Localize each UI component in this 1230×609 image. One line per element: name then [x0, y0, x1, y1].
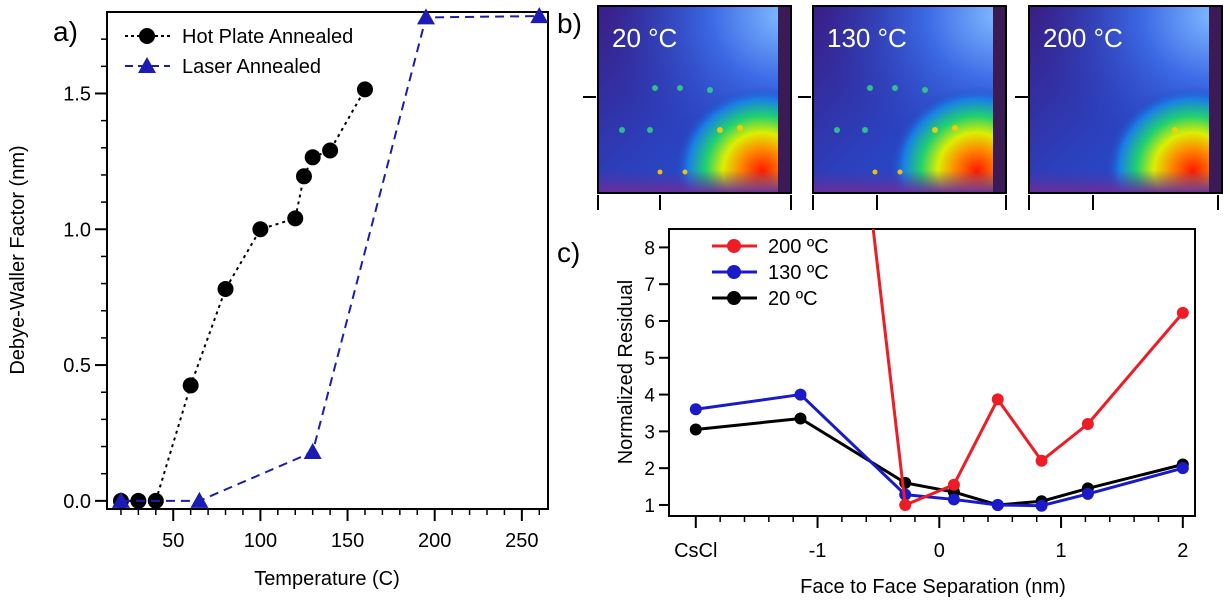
legend-entry-200c: 200 ºC	[712, 236, 829, 258]
heatmap-image-200c: 200 °C	[1028, 5, 1223, 194]
data-point-laser	[416, 8, 435, 25]
data-point-200c	[947, 478, 960, 491]
data-point-laser	[111, 491, 130, 508]
data-point-200c	[1081, 418, 1094, 431]
x-tick-label: -1	[809, 540, 827, 562]
panel-c-chart: CsCl -1 0 1 2 1 2 3 4 5 6 7 8 Face to Face Separati…	[615, 228, 1196, 598]
data-point-laser	[530, 7, 549, 24]
legend-entry-130c: 130 ºC	[712, 262, 829, 284]
panel-a-chart: 50 100 150 200 250 0.0 0.5 1.0 1.5 Temperature …	[7, 7, 549, 590]
series-line-130c	[695, 393, 1184, 508]
heatmap-title-20c: 20 °C	[612, 23, 677, 53]
data-point-laser	[303, 442, 322, 459]
y-tick-label: 5	[644, 349, 655, 370]
y-tick-label: 7	[644, 275, 655, 296]
data-point-200c	[899, 498, 912, 511]
panel-c-y-axis-label: Normalized Residual	[615, 280, 637, 465]
y-tick-label: 4	[644, 386, 655, 407]
data-point-130c	[689, 403, 702, 416]
x-tick-label: 1	[1056, 540, 1067, 562]
data-point-20c	[689, 423, 702, 436]
data-point-hot-plate	[217, 281, 234, 298]
data-point-200c	[1035, 454, 1048, 467]
y-tick-label: 1.0	[63, 219, 91, 241]
series-line-200c	[871, 228, 1184, 507]
panel-a-series	[111, 7, 549, 509]
y-tick-label: 2	[644, 459, 655, 480]
data-point-130c	[1176, 462, 1189, 475]
data-point-130c	[947, 493, 960, 506]
y-tick-label: 3	[644, 422, 655, 443]
panel-b-images: 20 °C 130 °C	[583, 5, 1223, 210]
legend-entry-laser: Laser Annealed	[125, 56, 321, 78]
panel-c-x-axis: CsCl -1 0 1 2	[674, 516, 1188, 562]
panel-a-x-axis: 50 100 150 200 250	[120, 509, 541, 552]
panel-c-series	[689, 228, 1189, 512]
heatmap-image-130c: 130 °C	[812, 5, 1007, 194]
y-tick-label: 1	[644, 496, 655, 517]
x-tick-label: CsCl	[674, 540, 717, 562]
legend-label-200c: 200 ºC	[768, 236, 829, 258]
heatmap-title-130c: 130 °C	[827, 23, 907, 53]
panel-a-y-axis-label: Debye-Waller Factor (nm)	[7, 145, 29, 374]
x-tick-label: 0	[934, 540, 945, 562]
data-point-200c	[1176, 306, 1189, 319]
legend-label-hot-plate: Hot Plate Annealed	[182, 26, 353, 48]
panel-c-x-axis-label: Face to Face Separation (nm)	[800, 576, 1066, 598]
data-point-hot-plate	[356, 81, 373, 98]
x-tick-label: 200	[418, 530, 451, 552]
data-point-hot-plate	[252, 221, 269, 238]
x-tick-label: 50	[162, 530, 184, 552]
data-point-130c	[1035, 499, 1048, 512]
panel-a-y-axis: 0.0 0.5 1.0 1.5	[63, 38, 107, 513]
panel-b-ticks	[583, 96, 1219, 210]
data-point-200c	[991, 393, 1004, 406]
legend-entry-20c: 20 ºC	[712, 288, 818, 310]
panel-c-y-axis: 1 2 3 4 5 6 7 8	[644, 238, 669, 517]
heatmap-title-200c: 200 °C	[1043, 23, 1123, 53]
x-tick-label: 2	[1177, 540, 1188, 562]
panel-label-c: c)	[557, 237, 580, 268]
y-tick-label: 6	[644, 312, 655, 333]
panel-a-legend: Hot Plate Annealed Laser Annealed	[125, 26, 353, 78]
y-tick-label: 0.5	[63, 355, 91, 377]
data-point-hot-plate	[295, 168, 312, 185]
legend-label-laser: Laser Annealed	[182, 56, 321, 78]
data-point-hot-plate	[304, 149, 321, 166]
x-tick-label: 100	[244, 530, 277, 552]
data-point-laser	[190, 491, 209, 508]
data-point-hot-plate	[182, 377, 199, 394]
panel-c-legend: 200 ºC 130 ºC 20 ºC	[712, 236, 829, 310]
data-point-130c	[794, 388, 807, 401]
series-line-20c	[695, 416, 1184, 507]
panel-label-b: b)	[557, 8, 582, 39]
y-tick-label: 8	[644, 238, 655, 259]
heatmap-image-20c: 20 °C	[597, 5, 792, 194]
data-point-hot-plate	[287, 210, 304, 227]
panel-label-a: a)	[53, 16, 78, 47]
data-point-hot-plate	[322, 142, 339, 159]
series-line-laser	[120, 15, 540, 502]
data-point-20c	[794, 412, 807, 425]
panel-a-plot-frame	[106, 11, 549, 510]
legend-label-20c: 20 ºC	[768, 288, 818, 310]
x-tick-label: 150	[331, 530, 364, 552]
data-point-130c	[991, 498, 1004, 511]
y-tick-label: 1.5	[63, 83, 91, 105]
legend-entry-hot-plate: Hot Plate Annealed	[125, 26, 353, 48]
x-tick-label: 250	[505, 530, 538, 552]
panel-c-plot-frame	[668, 228, 1196, 517]
data-point-130c	[1081, 487, 1094, 500]
y-tick-label: 0.0	[63, 491, 91, 513]
panel-a-x-axis-label: Temperature (C)	[254, 568, 400, 590]
legend-label-130c: 130 ºC	[768, 262, 829, 284]
